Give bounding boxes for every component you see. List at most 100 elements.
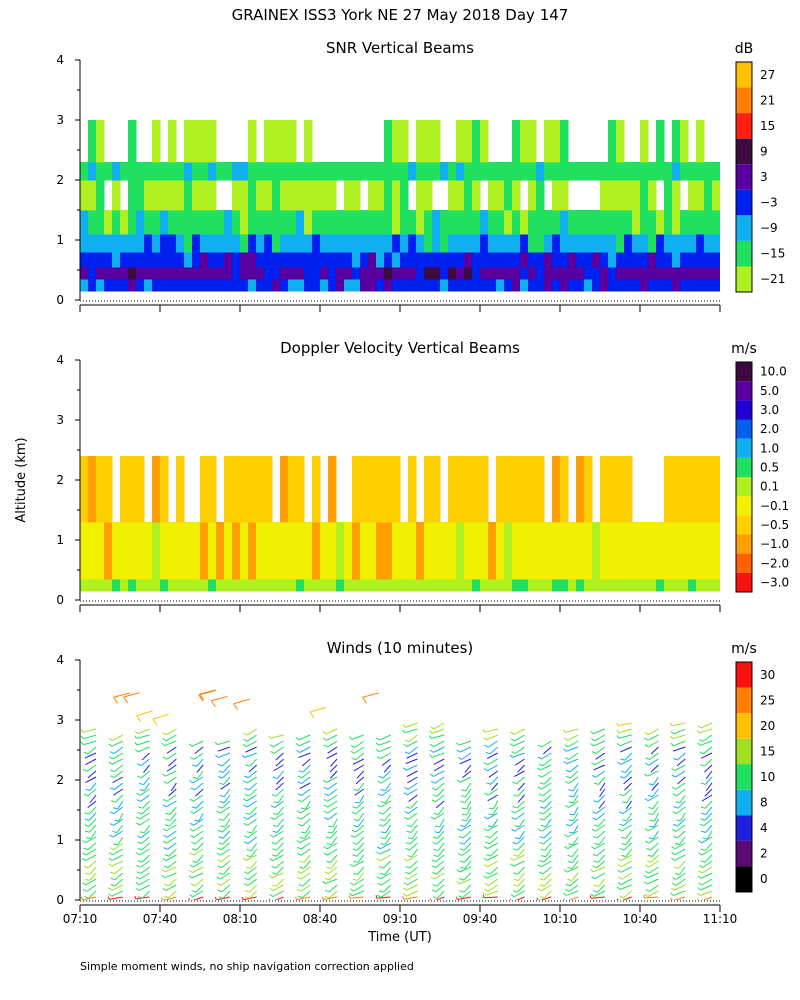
wind-barb-feather <box>487 825 493 828</box>
snr-cell <box>496 162 505 181</box>
wind-barb <box>438 806 445 815</box>
snr-cell <box>712 267 720 280</box>
snr-cell <box>616 267 625 280</box>
wind-barb-feather <box>323 804 328 808</box>
wind-barb <box>676 758 686 767</box>
wind-barb-feather <box>83 847 88 851</box>
wind-barb <box>407 872 418 880</box>
doppler-cell <box>472 522 481 580</box>
wind-barb-feather <box>299 866 304 869</box>
wind-barb-feather <box>110 769 115 773</box>
wind-barb-feather <box>402 896 405 900</box>
snr-cell <box>536 210 545 235</box>
snr-cell <box>496 210 505 235</box>
wind-barb <box>275 860 284 869</box>
snr-cell <box>648 180 657 211</box>
wind-barb <box>194 878 204 887</box>
doppler-cell <box>256 456 265 523</box>
wind-barb-feather <box>300 831 306 834</box>
snr-cell <box>312 162 321 181</box>
doppler-cell <box>344 522 353 580</box>
wind-barb-feather <box>648 837 654 840</box>
doppler-cell <box>408 579 417 592</box>
wind-barb-feather <box>590 743 594 747</box>
wind-barb <box>513 770 525 778</box>
doppler-cell <box>464 579 473 592</box>
snr-cell <box>456 210 465 235</box>
wind-barb <box>493 800 499 810</box>
wind-barb-feather <box>83 751 89 755</box>
snr-cell <box>664 279 673 292</box>
snr-cell <box>352 162 361 181</box>
snr-cell <box>288 180 297 211</box>
snr-cell <box>656 210 665 235</box>
snr-cell <box>400 210 409 235</box>
snr-cell <box>104 210 113 235</box>
doppler-cell <box>360 456 369 523</box>
wind-barb <box>674 842 686 850</box>
wind-barb <box>246 740 257 748</box>
wind-barb-feather <box>379 824 384 827</box>
wind-barb <box>217 746 231 752</box>
wind-barb <box>165 734 177 742</box>
snr-cell <box>672 279 681 292</box>
wind-barb <box>353 878 365 886</box>
wind-barb <box>411 848 418 858</box>
wind-barb <box>489 836 499 845</box>
wind-barb-feather <box>352 878 358 881</box>
wind-barb-feather <box>513 794 518 797</box>
wind-barb <box>648 836 659 844</box>
wind-barb-feather <box>350 835 356 838</box>
wind-barb-feather <box>512 781 517 785</box>
snr-cell <box>504 162 513 181</box>
snr-cell <box>248 234 257 253</box>
wind-barb-feather <box>113 807 118 810</box>
wind-barb-feather <box>621 842 627 846</box>
wind-barb-feather <box>431 859 436 863</box>
wind-barb <box>84 752 97 759</box>
wind-barb <box>625 800 633 810</box>
wind-barb <box>489 830 499 839</box>
wind-barb <box>217 752 231 759</box>
snr-cell <box>656 279 665 292</box>
wind-barb-feather <box>697 742 701 746</box>
wind-barb-feather <box>297 793 302 797</box>
wind-barb <box>543 854 552 863</box>
snr-cell <box>648 252 657 268</box>
wind-barb-feather <box>568 789 574 792</box>
wind-barb-feather <box>84 830 90 833</box>
wind-barb-feather <box>136 792 141 796</box>
wind-barb-feather <box>432 884 438 887</box>
snr-cell <box>496 234 505 253</box>
wind-barb-feather <box>459 878 464 881</box>
snr-cell <box>344 180 353 211</box>
doppler-cell <box>272 522 281 580</box>
wind-barb-feather <box>591 738 595 742</box>
wind-barb <box>542 758 552 767</box>
wind-barb-feather <box>563 892 567 896</box>
doppler-cell <box>480 456 489 523</box>
snr-cell <box>704 162 713 181</box>
wind-barb <box>85 758 97 766</box>
colorbar-swatch <box>736 362 752 382</box>
wind-barb-feather <box>644 864 650 868</box>
snr-cell <box>224 279 233 292</box>
wind-barb-feather <box>134 742 138 746</box>
wind-barb <box>407 788 418 796</box>
wind-barb <box>222 830 231 839</box>
wind-barb-feather <box>618 876 623 880</box>
doppler-cell <box>104 579 113 592</box>
snr-cell <box>376 234 385 253</box>
wind-barb <box>459 866 472 873</box>
wind-barb-feather <box>617 864 622 868</box>
colorbar-swatch <box>736 738 752 765</box>
doppler-cell <box>664 579 673 592</box>
snr-cell <box>312 180 321 211</box>
wind-barb <box>222 812 231 821</box>
wind-barb-feather <box>244 890 250 893</box>
doppler-cell <box>224 579 233 592</box>
snr-cell <box>432 120 441 163</box>
wind-barb <box>487 788 499 796</box>
wind-barb-feather <box>592 811 597 815</box>
snr-cell <box>144 252 153 268</box>
